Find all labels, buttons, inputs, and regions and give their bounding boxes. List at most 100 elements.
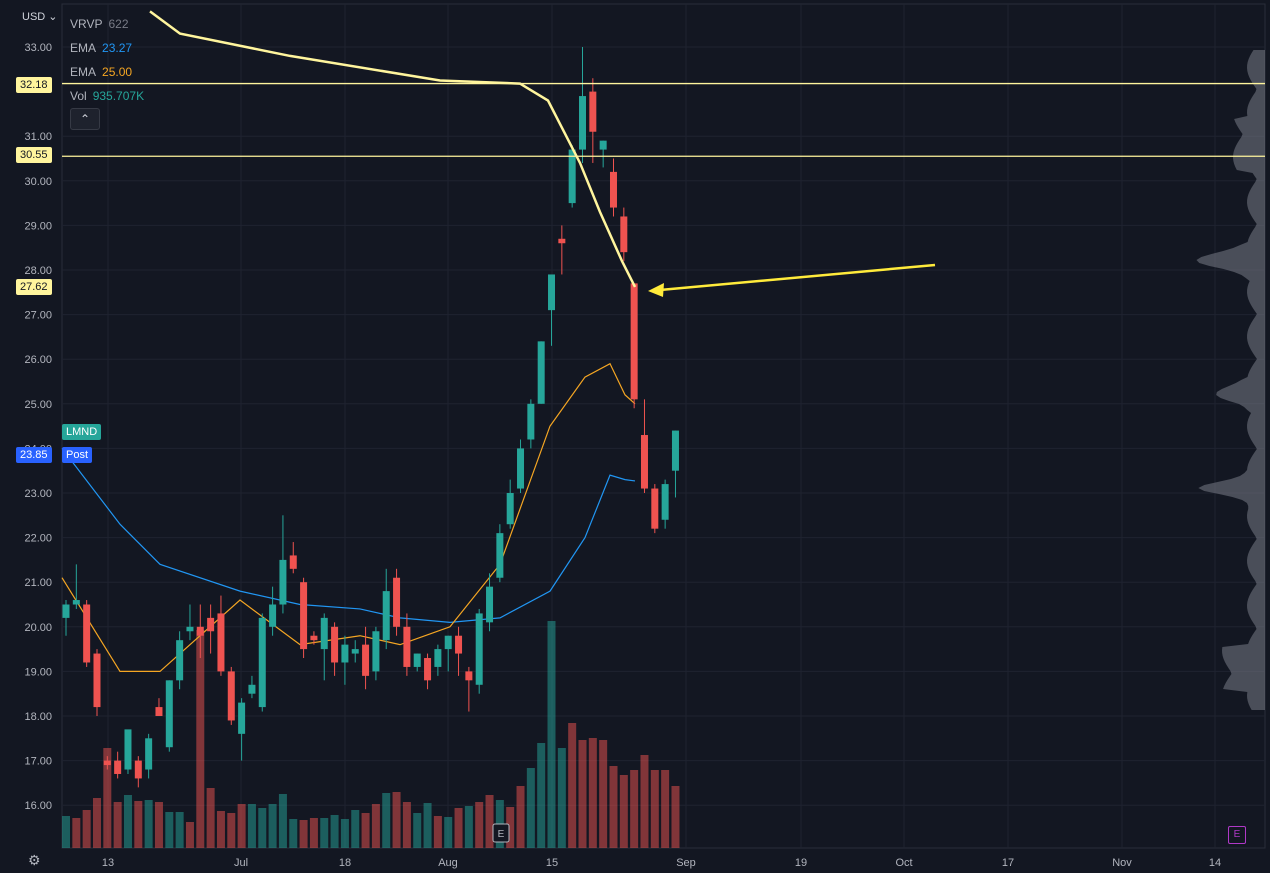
x-tick-label: Sep: [676, 857, 696, 869]
volume-bar: [351, 810, 360, 848]
candle-body: [186, 626, 194, 632]
candle-body: [269, 604, 277, 627]
volume-bar: [557, 748, 566, 848]
ema-slow-line: [61, 362, 636, 673]
indicator-legend: VRVP 622 EMA 23.27 EMA 25.00 Vol 935.707K: [70, 12, 144, 108]
volume-bar: [382, 793, 391, 848]
candle-body: [661, 484, 669, 520]
annotation-arrow-head: [648, 283, 664, 297]
volume-bar: [516, 786, 525, 848]
candle-body: [83, 604, 91, 663]
volume-bar: [258, 808, 267, 848]
volume-bar: [196, 630, 205, 848]
legend-collapse-button[interactable]: ⌃: [70, 108, 100, 130]
volume-bar: [113, 802, 122, 848]
volume-bar: [330, 815, 339, 848]
x-tick-label: 14: [1209, 857, 1221, 869]
candle-body: [362, 644, 370, 676]
candle-body: [506, 493, 514, 525]
x-tick-label: 19: [795, 857, 807, 869]
y-tick-label: 25.00: [24, 399, 52, 411]
legend-value: 25.00: [102, 65, 133, 79]
volume-bar: [630, 770, 639, 848]
volume-bar: [72, 818, 81, 848]
candle-body: [300, 582, 308, 650]
candle-body: [599, 140, 607, 150]
candle-body: [589, 91, 597, 132]
legend-value: 23.27: [102, 41, 133, 55]
volume-bar: [578, 740, 587, 848]
volume-bar: [423, 803, 432, 848]
earnings-icon[interactable]: E: [1228, 826, 1246, 844]
volume-bar: [134, 801, 143, 848]
currency-selector[interactable]: USD ⌄: [22, 11, 58, 23]
volume-profile: [1196, 50, 1265, 710]
legend-volume[interactable]: Vol 935.707K: [70, 84, 144, 108]
legend-vrvp[interactable]: VRVP 622: [70, 12, 144, 36]
legend-value: 622: [108, 17, 129, 31]
candle-body: [382, 591, 390, 641]
earnings-marker: [492, 823, 510, 843]
volume-bar: [475, 802, 484, 848]
x-tick-label: Oct: [895, 857, 912, 869]
x-tick-label: Jul: [234, 857, 248, 869]
candle-body: [134, 760, 142, 779]
volume-bar: [144, 800, 153, 848]
volume-bar: [247, 804, 256, 848]
candle-body: [331, 626, 339, 663]
candle-body: [145, 738, 153, 770]
y-tick-label: 23.00: [24, 488, 52, 500]
currency-label: USD: [22, 11, 46, 23]
volume-bar: [433, 816, 442, 848]
volume-bar: [599, 740, 608, 848]
y-tick-label: 21.00: [24, 577, 52, 589]
volume-bar: [320, 818, 329, 848]
candle-body: [434, 649, 442, 667]
volume-bar: [237, 804, 246, 848]
x-tick-label: 13: [102, 857, 114, 869]
volume-bar: [278, 794, 287, 848]
candle-body: [568, 149, 576, 204]
y-tick-label: 20.00: [24, 622, 52, 634]
candle-body: [413, 653, 421, 667]
candle-body: [609, 171, 617, 208]
volume-bar: [444, 817, 453, 848]
legend-ema-slow[interactable]: EMA 25.00: [70, 60, 144, 84]
annotation-curve: [149, 10, 637, 288]
volume-bar: [216, 811, 225, 848]
candle-body: [238, 702, 246, 734]
chevron-up-icon: ⌃: [79, 112, 91, 126]
y-tick-label: 22.00: [24, 533, 52, 545]
candle-body: [351, 649, 359, 654]
candle-body: [72, 600, 80, 605]
volume-bar: [154, 802, 163, 848]
candle-body: [124, 729, 132, 770]
legend-label: VRVP: [70, 17, 103, 31]
candle-body: [517, 448, 525, 489]
candle-body: [527, 403, 535, 440]
volume-bar: [185, 822, 194, 848]
candle-body: [455, 635, 463, 654]
gear-icon[interactable]: ⚙: [28, 852, 41, 868]
volume-bar: [650, 770, 659, 848]
y-tick-label: 29.00: [24, 220, 52, 232]
candle-body: [640, 435, 648, 489]
volume-bar: [92, 798, 101, 848]
candle-body: [558, 238, 566, 244]
candle-body: [207, 617, 215, 632]
volume-bar: [568, 723, 577, 848]
volume-bar: [661, 770, 670, 848]
legend-value: 935.707K: [92, 89, 145, 103]
ema-fast-line: [61, 448, 636, 623]
legend-ema-fast[interactable]: EMA 23.27: [70, 36, 144, 60]
candle-body: [196, 626, 204, 636]
candle-body: [403, 626, 411, 667]
candle-body: [630, 283, 638, 400]
volume-bar: [309, 818, 318, 848]
y-tick-label: 26.00: [24, 354, 52, 366]
volume-bar: [454, 808, 463, 848]
candle-body: [176, 640, 184, 681]
volume-bar: [299, 820, 308, 848]
